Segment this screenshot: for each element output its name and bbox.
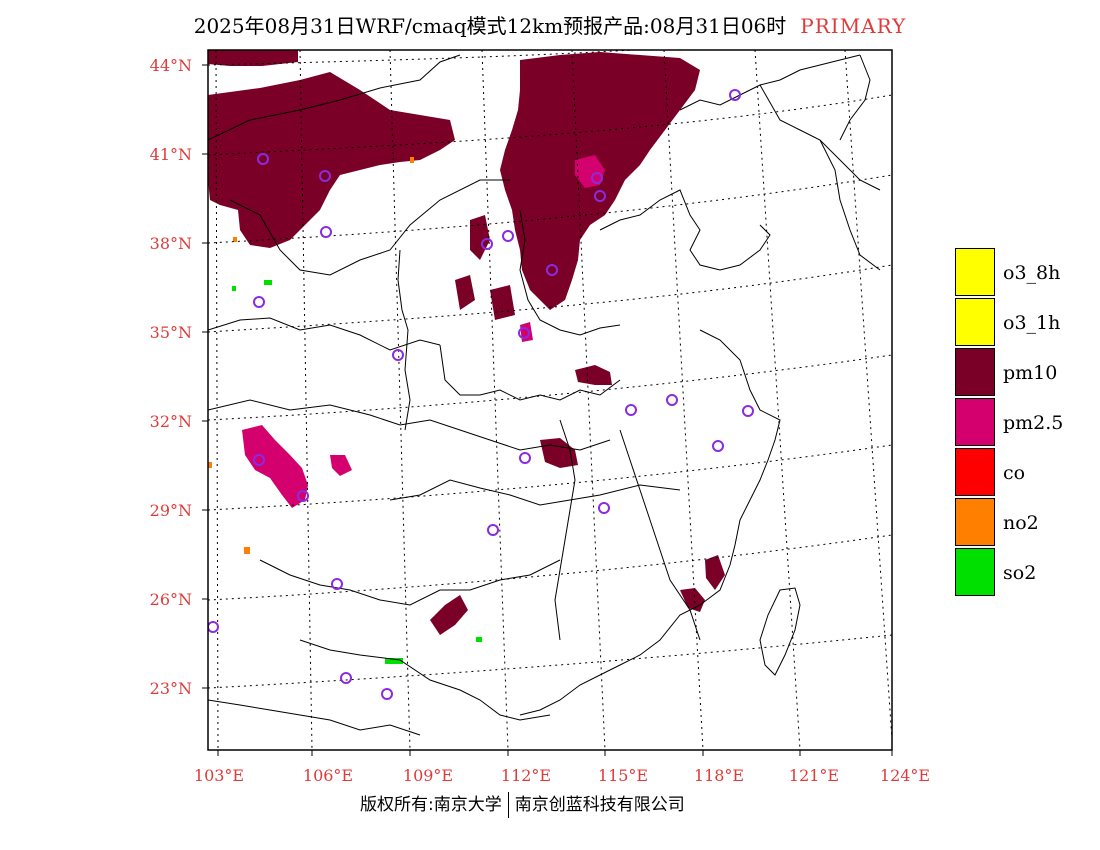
lat-label: 26°N bbox=[150, 590, 192, 609]
legend-swatch bbox=[955, 248, 995, 296]
lon-label: 106°E bbox=[303, 766, 353, 785]
legend-item-o3-8h: o3_8h bbox=[955, 248, 1095, 298]
lon-label: 115°E bbox=[598, 766, 648, 785]
lat-label: 23°N bbox=[150, 679, 192, 698]
lat-label: 29°N bbox=[150, 501, 192, 520]
graticule bbox=[208, 50, 892, 750]
lat-label: 32°N bbox=[150, 412, 192, 431]
boundary-lines bbox=[208, 54, 881, 736]
pm25-area bbox=[242, 155, 605, 508]
legend-label: o3_1h bbox=[1003, 312, 1061, 334]
lat-ticks bbox=[202, 64, 208, 689]
legend-item-so2: so2 bbox=[955, 548, 1095, 598]
lat-label: 44°N bbox=[150, 56, 192, 75]
map-border bbox=[207, 49, 893, 751]
legend-item-co: co bbox=[955, 448, 1095, 498]
lon-label: 121°E bbox=[789, 766, 839, 785]
copyright-footer: 版权所有:南京大学 南京创蓝科技有限公司 bbox=[360, 790, 685, 818]
lon-label: 103°E bbox=[194, 766, 244, 785]
legend-label: pm2.5 bbox=[1003, 412, 1064, 434]
station-markers bbox=[208, 89, 754, 700]
lon-ticks bbox=[217, 750, 893, 756]
legend-label: co bbox=[1003, 462, 1026, 484]
footer-separator bbox=[507, 792, 509, 818]
lat-label: 38°N bbox=[150, 234, 192, 253]
lon-labels: 103°E 106°E 109°E 112°E 115°E 118°E 121°… bbox=[194, 766, 930, 785]
lon-label: 124°E bbox=[880, 766, 930, 785]
legend-label: so2 bbox=[1003, 562, 1037, 584]
legend-item-no2: no2 bbox=[955, 498, 1095, 548]
lon-label: 109°E bbox=[403, 766, 453, 785]
legend-swatch bbox=[955, 398, 995, 446]
lat-label: 41°N bbox=[150, 145, 192, 164]
legend-item-pm10: pm10 bbox=[955, 348, 1095, 398]
legend-swatch bbox=[955, 448, 995, 496]
so2-specks bbox=[232, 280, 482, 664]
legend-label: no2 bbox=[1003, 512, 1039, 534]
footer-left: 版权所有:南京大学 bbox=[360, 795, 502, 815]
no2-specks bbox=[208, 157, 414, 554]
legend-swatch bbox=[955, 298, 995, 346]
legend-swatch bbox=[955, 548, 995, 596]
map-title: 2025年08月31日WRF/cmaq模式12km预报产品:08月31日06时 P… bbox=[0, 10, 1100, 39]
footer-right: 南京创蓝科技有限公司 bbox=[514, 795, 685, 815]
title-main: 2025年08月31日WRF/cmaq模式12km预报产品:08月31日06时 bbox=[193, 14, 787, 38]
lon-label: 112°E bbox=[501, 766, 551, 785]
lat-label: 35°N bbox=[150, 323, 192, 342]
legend-label: pm10 bbox=[1003, 362, 1058, 384]
legend-item-pm25: pm2.5 bbox=[955, 398, 1095, 448]
legend-label: o3_8h bbox=[1003, 262, 1061, 284]
lon-label: 118°E bbox=[694, 766, 744, 785]
legend-swatch bbox=[955, 348, 995, 396]
title-tag: PRIMARY bbox=[800, 14, 907, 38]
legend-swatch bbox=[955, 498, 995, 546]
legend-item-o3-1h: o3_1h bbox=[955, 298, 1095, 348]
lat-labels: 44°N 41°N 38°N 35°N 32°N 29°N 26°N 23°N bbox=[150, 56, 192, 698]
legend: o3_8h o3_1h pm10 pm2.5 co no2 so2 bbox=[955, 248, 1095, 598]
